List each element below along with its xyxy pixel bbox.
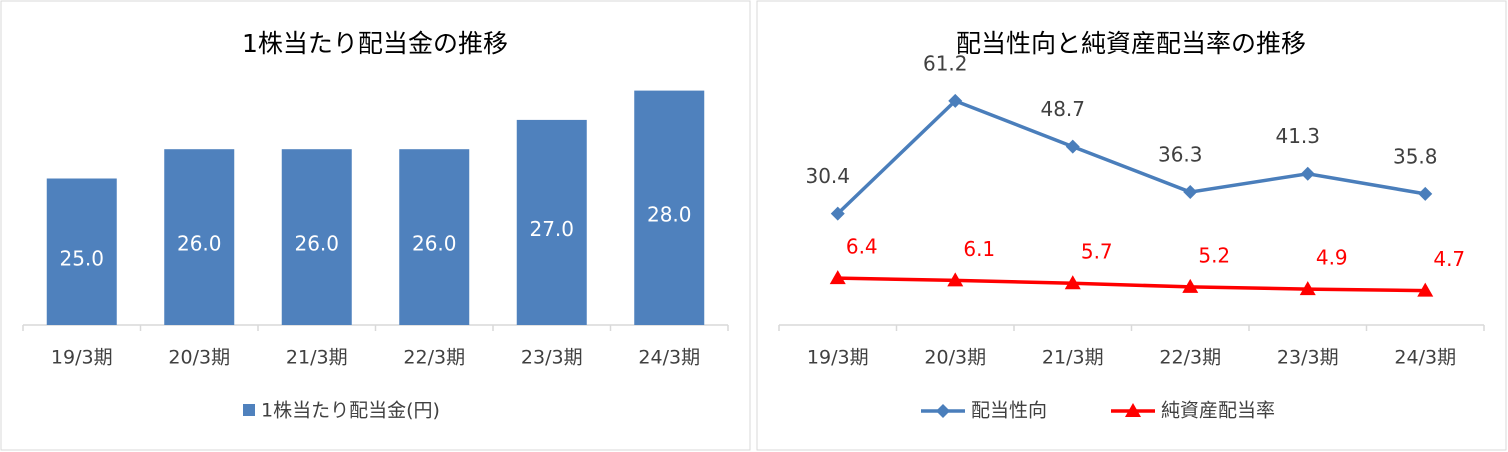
data-label: 6.1: [963, 237, 995, 261]
bar: [399, 149, 470, 325]
data-label: 26.0: [177, 232, 222, 256]
chart-title: 配当性向と純資産配当率の推移: [956, 29, 1306, 58]
x-tick-label: 23/3期: [1277, 347, 1339, 369]
x-tick-label: 22/3期: [1159, 347, 1221, 369]
data-label: 4.9: [1316, 246, 1348, 270]
data-label: 4.7: [1433, 247, 1465, 271]
chart-title: 1株当たり配当金の推移: [242, 29, 508, 58]
bar: [46, 178, 117, 325]
x-tick-label: 23/3期: [521, 347, 583, 369]
marker: [1418, 186, 1433, 201]
data-label: 48.7: [1040, 97, 1085, 121]
x-tick-label: 20/3期: [924, 347, 986, 369]
x-tick-label: 24/3期: [638, 347, 700, 369]
line: [836, 98, 1426, 215]
data-label: 36.3: [1158, 143, 1203, 167]
marker: [1182, 278, 1199, 293]
legend-label: 純資産配当率: [1161, 400, 1275, 422]
x-tick-label: 21/3期: [286, 347, 348, 369]
x-tick-label: 24/3期: [1394, 347, 1456, 369]
marker: [947, 272, 964, 287]
marker: [936, 404, 950, 418]
x-tick-label: 19/3期: [51, 347, 113, 369]
marker: [1300, 166, 1315, 181]
marker: [1064, 275, 1081, 290]
data-label: 30.4: [805, 164, 850, 188]
data-label: 35.8: [1393, 144, 1438, 168]
x-tick-label: 20/3期: [168, 347, 230, 369]
data-label: 26.0: [294, 232, 339, 256]
bar: [634, 90, 705, 325]
bar: [516, 119, 587, 326]
data-label: 6.4: [846, 235, 878, 259]
legend-label: 配当性向: [971, 400, 1047, 422]
data-label: 25.0: [59, 246, 104, 270]
marker: [830, 206, 845, 221]
data-label: 41.3: [1275, 124, 1320, 148]
marker: [1417, 282, 1434, 297]
bar: [281, 149, 352, 325]
legend-label: 1株当たり配当金(円): [261, 400, 440, 422]
line: [837, 276, 1426, 293]
data-label: 5.7: [1081, 240, 1113, 264]
panel: [756, 0, 1507, 451]
marker: [1183, 185, 1198, 200]
marker: [1065, 139, 1080, 154]
legend-swatch: [243, 404, 255, 416]
bar: [164, 149, 235, 325]
data-label: 5.2: [1198, 243, 1230, 267]
data-label: 26.0: [412, 232, 457, 256]
marker: [948, 93, 963, 108]
data-label: 27.0: [529, 217, 574, 241]
marker: [829, 270, 846, 285]
panel: [0, 0, 751, 451]
x-tick-label: 19/3期: [807, 347, 869, 369]
data-label: 61.2: [923, 51, 968, 75]
x-tick-label: 21/3期: [1042, 347, 1104, 369]
marker: [1125, 403, 1141, 417]
x-tick-label: 22/3期: [403, 347, 465, 369]
marker: [1299, 281, 1316, 296]
data-label: 28.0: [647, 202, 692, 226]
